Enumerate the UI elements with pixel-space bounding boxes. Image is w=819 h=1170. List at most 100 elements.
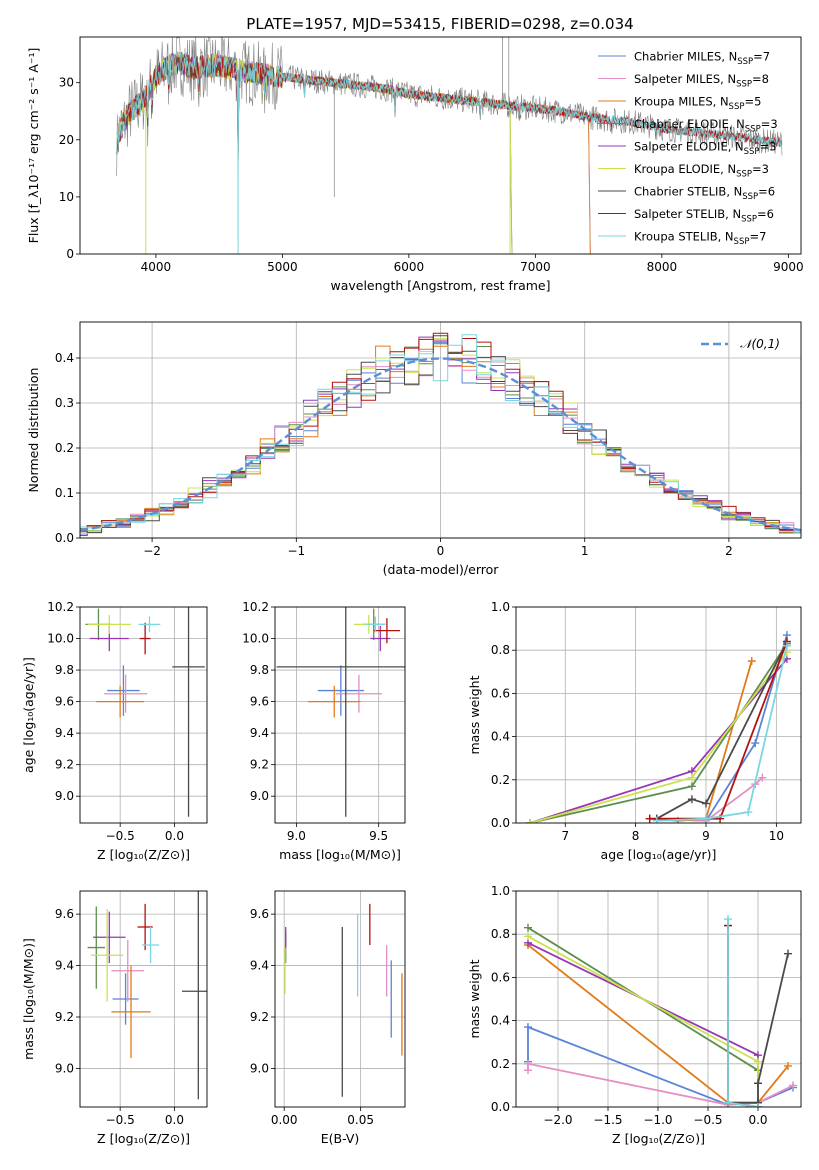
y-tick-label: 10.2 (242, 600, 269, 614)
y-tick-label: 9.6 (250, 695, 269, 709)
y-tick-label: 0.2 (55, 441, 74, 455)
x-tick-label: 9.0 (287, 829, 306, 843)
legend-subscript: SSP (736, 170, 752, 180)
y-tick-label: 9.4 (55, 726, 74, 740)
legend-subscript: SSP (741, 215, 757, 225)
x-tick-label: −2 (143, 544, 161, 558)
legend-entry: 𝒩(0,1) (740, 337, 780, 351)
y-tick-label: 0 (66, 247, 74, 261)
legend-entry: Chabrier MILES, NSSP=7 (634, 50, 770, 68)
axes-frame (274, 890, 406, 1108)
error-bar-point (93, 911, 126, 963)
x-tick-label: 9000 (773, 260, 804, 274)
weight-marker (652, 816, 661, 823)
error-bar-point (103, 674, 148, 713)
x-tick-label: 0.00 (271, 1113, 298, 1127)
y-tick-label: 0.6 (491, 686, 510, 700)
y-tick-label: 9.6 (250, 907, 269, 921)
axes-frame (515, 606, 802, 824)
legend-value: =3 (760, 140, 777, 154)
y-axis-label: Flux [f_λ10⁻¹⁷ erg cm⁻² s⁻¹ A⁻¹] (26, 48, 41, 244)
legend-subscript: SSP (745, 125, 761, 135)
legend-entry: Salpeter STELIB, NSSP=6 (634, 207, 774, 225)
weight-series-line (529, 658, 788, 823)
axes-frame (79, 36, 802, 255)
error-bar-point (90, 909, 124, 1002)
error-bar-point (139, 622, 151, 655)
weight-series-line (656, 641, 788, 820)
weight-series-line (649, 641, 788, 820)
spectrum-panel: 4000 5000 6000 7000 8000 9000 0 10 20 30 wavelengt… (26, 36, 804, 293)
legend-entry: Chabrier STELIB, NSSP=6 (634, 185, 775, 203)
y-tick-label: 9.6 (55, 907, 74, 921)
x-axis-label: age [log₁₀(age/yr)] (601, 847, 717, 862)
legend-value: =7 (753, 50, 770, 64)
legend-entry: Kroupa ELODIE, NSSP=3 (634, 162, 769, 180)
x-tick-label: 0.0 (165, 1113, 184, 1127)
error-bar-point (96, 685, 145, 718)
weight-series-line (527, 1025, 794, 1106)
weight-marker (524, 932, 532, 941)
weight-series-line (727, 925, 759, 1107)
axes-frame (274, 606, 406, 824)
legend-subscript: SSP (742, 192, 758, 202)
y-tick-label: 1.0 (491, 600, 510, 614)
weight-marker (754, 1057, 762, 1066)
plot-area (284, 903, 403, 1097)
plot-area (87, 891, 207, 1100)
x-tick-label: −0.5 (106, 1113, 135, 1127)
x-tick-label: 8000 (647, 260, 678, 274)
y-tick-label: 0.1 (55, 486, 74, 500)
weight-marker (702, 799, 710, 808)
legend-subscript: SSP (736, 80, 752, 90)
y-tick-label: 0.3 (55, 396, 74, 410)
y-tick-label: 9.0 (250, 1061, 269, 1075)
y-tick-label: 10 (59, 190, 74, 204)
weight-marker (687, 773, 696, 782)
y-tick-label: 0.0 (55, 531, 74, 545)
x-tick-label: 0 (437, 544, 445, 558)
axes-frame (79, 321, 802, 539)
x-tick-label: 2 (725, 544, 733, 558)
age-vs-metallicity-panel: −0.5 0.0 9.0 9.2 9.4 9.6 9.8 10.0 10.2 Z [log₁₀(Z… (21, 600, 208, 862)
legend-value: =3 (761, 117, 778, 131)
x-axis-label: Z [log₁₀(Z/Z⊙)] (612, 1131, 705, 1146)
y-tick-label: 10.2 (47, 600, 74, 614)
error-bar-point (276, 607, 405, 817)
y-axis-label: age [log₁₀(age/yr)] (21, 657, 36, 773)
error-bar-point (365, 616, 386, 633)
x-axis-label: (data-model)/error (383, 562, 500, 577)
y-tick-label: 30 (59, 76, 74, 90)
error-bar-point (373, 618, 401, 644)
weight-marker (784, 1061, 792, 1070)
axes-frame (79, 606, 208, 824)
residual-histogram (80, 332, 801, 534)
y-tick-label: 9.2 (250, 758, 269, 772)
weight-marker (754, 1079, 762, 1088)
weight-vs-metallicity-panel: −2.0 −1.5 −1.0 −0.5 0.0 0.0 0.2 0.4 0.6 0.8 1.0 Z [… (467, 884, 802, 1146)
x-tick-label: 10 (769, 829, 784, 843)
y-tick-label: 9.2 (250, 1010, 269, 1024)
y-axis-label: mass [log₁₀(M/M⊙)] (21, 938, 36, 1060)
x-tick-label: 0.05 (347, 1113, 374, 1127)
error-bar-point (111, 939, 145, 1002)
error-bar-point (141, 927, 160, 963)
y-tick-label: 9.2 (55, 1010, 74, 1024)
weight-marker (724, 1098, 732, 1107)
x-tick-label: 4000 (141, 260, 172, 274)
x-tick-label: 8 (632, 829, 640, 843)
error-bar-point (182, 891, 207, 1100)
weight-marker (789, 1081, 797, 1090)
weight-marker (702, 814, 710, 823)
weight-marker (687, 795, 696, 804)
weight-vs-age-panel: 7 8 9 10 0.0 0.2 0.4 0.6 0.8 1.0 age [log₁₀(age/yr… (467, 600, 802, 862)
legend-entry: Salpeter ELODIE, NSSP=3 (634, 140, 777, 158)
y-tick-label: 1.0 (491, 884, 510, 898)
plot-area (116, 37, 783, 254)
x-tick-label: −0.5 (106, 829, 135, 843)
y-tick-label: 9.0 (55, 789, 74, 803)
legend-value: =3 (752, 162, 769, 176)
y-tick-label: 0.8 (491, 643, 510, 657)
x-axis-label: wavelength [Angstrom, rest frame] (330, 278, 550, 293)
y-tick-label: 0.4 (55, 351, 74, 365)
